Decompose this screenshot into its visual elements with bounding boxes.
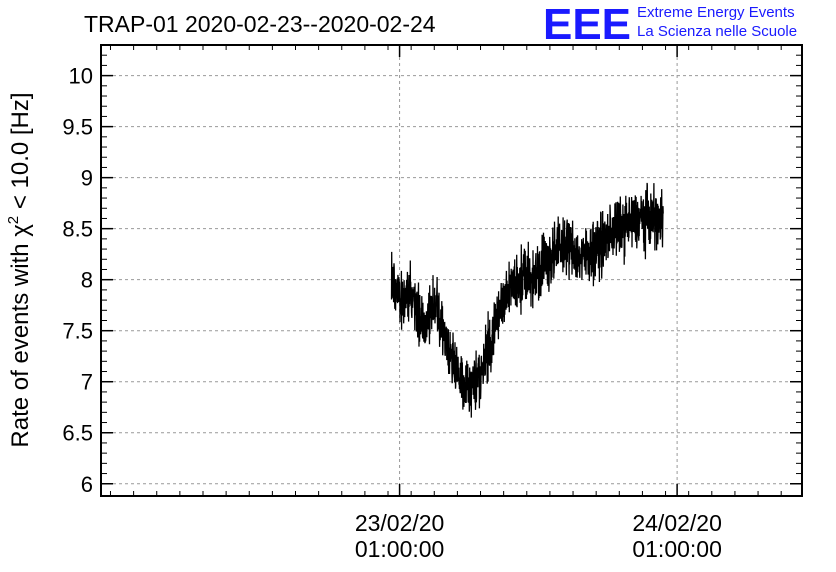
y-tick-label: 6.5 [62, 421, 93, 446]
x-tick-time: 01:00:00 [355, 536, 445, 562]
logo-mark-text: EEE [543, 0, 631, 44]
y-tick-label: 10 [69, 64, 93, 89]
y-axis-label-tail: < 10.0 [Hz] [7, 92, 34, 215]
y-axis-label-main: Rate of events with χ [7, 224, 34, 448]
y-tick-label: 9 [81, 166, 93, 191]
x-tick-date: 24/02/20 [632, 510, 722, 536]
y-axis-label-sup: 2 [5, 216, 22, 224]
logo-caption: Extreme Energy Events La Scienza nelle S… [637, 3, 797, 41]
rate-series-line [390, 182, 664, 418]
y-axis-label: Rate of events with χ2 < 10.0 [Hz] [5, 92, 34, 447]
logo-line-1: Extreme Energy Events [637, 4, 795, 21]
y-tick-labels: 6 6.5 7 7.5 8 8.5 9 9.5 10 [62, 64, 93, 497]
grid-lines [101, 45, 802, 496]
plot-frame [100, 44, 803, 497]
x-tick-time: 01:00:00 [632, 536, 722, 562]
y-tick-label: 8.5 [62, 217, 93, 242]
axis-ticks [101, 45, 802, 496]
x-tick-labels: 23/02/2001:00:0024/02/2001:00:0025/02/20… [355, 510, 722, 562]
data-series [390, 182, 664, 418]
y-tick-label: 7.5 [62, 319, 93, 344]
y-tick-label: 9.5 [62, 115, 93, 140]
logo-line-2: La Scienza nelle Scuole [637, 23, 798, 40]
eee-logo-icon: EEE [543, 0, 631, 44]
y-tick-label: 7 [81, 370, 93, 395]
chart-title: TRAP-01 2020-02-23--2020-02-24 [84, 11, 436, 37]
y-tick-label: 8 [81, 268, 93, 293]
x-tick-date: 23/02/20 [355, 510, 445, 536]
y-tick-label: 6 [81, 472, 93, 497]
